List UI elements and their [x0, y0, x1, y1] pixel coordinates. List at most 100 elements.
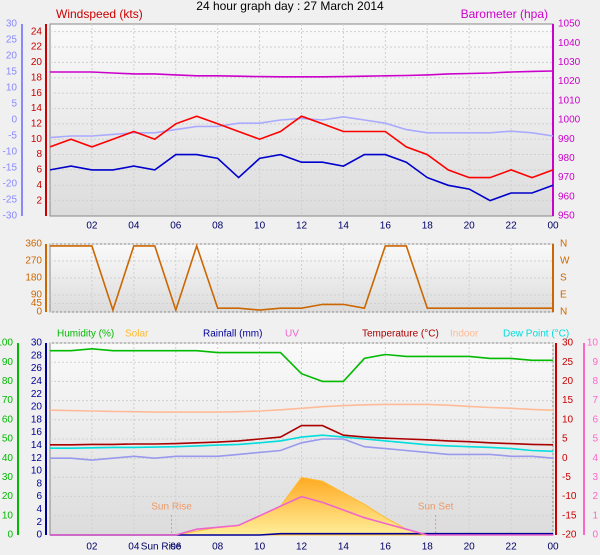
y2-tick-label: 1050: [558, 19, 581, 30]
y3-tick-label: 30: [31, 338, 43, 349]
x-tick-label: 16: [380, 542, 392, 553]
y2-tick-label: -5: [562, 472, 571, 483]
y3-tick-label: -25: [3, 195, 18, 206]
y3-tick-label: 5: [11, 99, 17, 110]
y-tick-label: 2: [36, 195, 42, 206]
series-line: [50, 438, 554, 461]
y3-tick-label: 18: [31, 414, 43, 425]
legend-entry: Solar: [125, 329, 149, 340]
y2-tick-label: S: [560, 273, 567, 284]
annotation: Sun Set: [418, 502, 454, 513]
y2-tick-label: 30: [562, 338, 574, 349]
y3-tick-label: 26: [31, 363, 43, 374]
y2-tick-label: 950: [558, 211, 575, 222]
x-tick-label: 08: [212, 542, 224, 553]
annotation: Sun Rise: [151, 502, 192, 513]
y4-tick-label: 2: [592, 491, 598, 502]
y2-tick-label: 25: [562, 357, 574, 368]
y3-tick-label: 25: [6, 35, 18, 46]
y-axis-title: Windspeed (kts): [56, 7, 143, 21]
series-line: [50, 495, 553, 536]
y2-axis-title: Barometer (hpa): [461, 7, 548, 21]
y3-tick-label: 4: [36, 504, 42, 515]
y-tick-label: 14: [31, 103, 43, 114]
x-tick-label: 04: [128, 542, 140, 553]
y2-tick-label: N: [560, 239, 567, 250]
y3-tick-label: 12: [31, 453, 43, 464]
series-line: [50, 424, 554, 446]
y-tick-label: 90: [2, 357, 14, 368]
y2-tick-label: 970: [558, 172, 575, 183]
y4-tick-label: 5: [592, 434, 598, 445]
y-tick-label: 24: [31, 26, 43, 37]
y-tick-label: 30: [2, 472, 14, 483]
x-tick-label: 06: [170, 221, 182, 232]
x-tick-label: 00: [547, 221, 559, 232]
x-tick-label: 06: [170, 542, 182, 553]
series-line: [49, 153, 554, 202]
y4-tick-label: 1: [592, 510, 598, 521]
x-tick-label: 14: [338, 221, 350, 232]
y3-tick-label: 2: [36, 517, 42, 528]
y3-tick-label: 15: [6, 67, 18, 78]
y-tick-label: 90: [31, 290, 43, 301]
y4-tick-label: 4: [592, 453, 598, 464]
y-tick-label: 100: [0, 338, 13, 349]
y3-tick-label: 0: [11, 115, 17, 126]
y-tick-label: 40: [2, 453, 14, 464]
x-tick-label: 20: [464, 221, 476, 232]
y-tick-label: 360: [25, 239, 42, 250]
y3-tick-label: 28: [31, 350, 43, 361]
y2-tick-label: 980: [558, 153, 575, 164]
y2-tick-label: 20: [562, 376, 574, 387]
y3-tick-label: 10: [6, 83, 18, 94]
y-tick-label: 8: [36, 149, 42, 160]
y2-tick-label: 990: [558, 134, 575, 145]
x-tick-label: 22: [506, 221, 518, 232]
y3-tick-label: 16: [31, 427, 43, 438]
x-tick-label: 22: [506, 542, 518, 553]
y2-tick-label: 1020: [558, 76, 581, 87]
series-line: [50, 434, 554, 453]
y3-tick-label: -20: [3, 179, 18, 190]
y-tick-label: 50: [2, 434, 14, 445]
y3-tick-label: -10: [3, 147, 18, 158]
y3-tick-label: 30: [6, 19, 18, 30]
y2-tick-label: -15: [562, 510, 577, 521]
y-tick-label: 180: [25, 273, 42, 284]
y3-tick-label: 20: [31, 402, 43, 413]
y2-tick-label: W: [560, 256, 570, 267]
y2-tick-label: 10: [562, 414, 574, 425]
y4-tick-label: 10: [587, 338, 599, 349]
y-tick-label: 70: [2, 395, 14, 406]
x-tick-label: 02: [86, 221, 98, 232]
y2-tick-label: 960: [558, 191, 575, 202]
y4-tick-label: 0: [592, 530, 598, 541]
series-line: [49, 115, 554, 139]
y2-tick-label: -20: [562, 530, 577, 541]
y2-tick-label: -10: [562, 491, 577, 502]
legend-entry: UV: [285, 329, 299, 340]
x-tick-label: 10: [254, 542, 266, 553]
y3-tick-label: -5: [8, 131, 17, 142]
y3-tick-label: 6: [36, 491, 42, 502]
y3-tick-label: 10: [31, 466, 43, 477]
y-tick-label: 10: [2, 510, 14, 521]
y4-tick-label: 6: [592, 414, 598, 425]
series-line: [50, 70, 554, 78]
y3-tick-label: -30: [3, 211, 18, 222]
y-tick-label: 270: [25, 256, 42, 267]
y-tick-label: 16: [31, 88, 43, 99]
x-tick-label: 10: [254, 221, 266, 232]
chart-title: 24 hour graph day : 27 March 2014: [196, 0, 384, 13]
y2-tick-label: 15: [562, 395, 574, 406]
y2-tick-label: 1030: [558, 57, 581, 68]
y-tick-label: 0: [36, 307, 42, 318]
series-line: [50, 243, 553, 313]
y-tick-label: 10: [31, 134, 43, 145]
y3-tick-label: 22: [31, 389, 43, 400]
x-tick-label: 18: [422, 542, 434, 553]
y2-tick-label: 1010: [558, 95, 581, 106]
x-tick-label: 02: [86, 542, 98, 553]
